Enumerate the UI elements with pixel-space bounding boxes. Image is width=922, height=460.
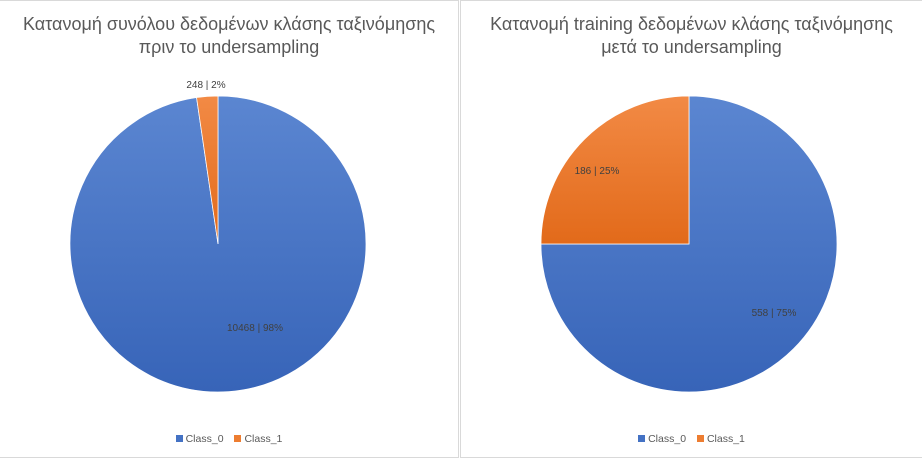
legend-swatch-class-1: [234, 435, 242, 442]
legend-label: Class_1: [244, 433, 283, 445]
chart-title: Κατανομή training δεδομένων κλάσης ταξιν…: [461, 13, 922, 59]
legend-item-class-1: Class_1: [234, 433, 282, 445]
legend-swatch-class-0: [175, 435, 183, 442]
chart-legend: Class_0 Class_1: [0, 433, 458, 445]
legend-item-class-0: Class_0: [638, 433, 686, 445]
chart-title-line-1: Κατανομή συνόλου δεδομένων κλάσης ταξινό…: [22, 14, 435, 34]
legend-label: Class_1: [706, 433, 745, 445]
legend-item-class-0: Class_0: [175, 433, 224, 445]
chart-legend: Class_0 Class_1: [461, 433, 922, 445]
legend-swatch-class-0: [638, 435, 646, 442]
legend-label: Class_0: [185, 433, 224, 445]
chart-panel-after: Κατανομή training δεδομένων κλάσης ταξιν…: [460, 0, 922, 458]
data-label-class-1: 248 | 2%: [186, 80, 225, 91]
pie-slice-class-1: [540, 95, 690, 245]
chart-title: Κατανομή συνόλου δεδομένων κλάσης ταξινό…: [0, 13, 458, 59]
chart-panel-before: Κατανομή συνόλου δεδομένων κλάσης ταξινό…: [0, 0, 459, 458]
pie-chart-after: 558 | 75% 186 | 25%: [540, 95, 838, 393]
chart-title-line-2: μετά το undersampling: [601, 37, 782, 57]
chart-title-line-1: Κατανομή training δεδομένων κλάσης ταξιν…: [490, 14, 893, 34]
chart-title-line-2: πριν το undersampling: [138, 37, 320, 57]
legend-swatch-class-1: [696, 435, 704, 442]
data-label-class-1: 186 | 25%: [575, 166, 620, 177]
data-label-class-0: 558 | 75%: [752, 308, 797, 319]
data-label-class-0: 10468 | 98%: [227, 323, 283, 334]
legend-label: Class_0: [648, 433, 687, 445]
pie-chart-before: 10468 | 98% 248 | 2%: [69, 80, 367, 393]
pie-slice-class-1: [196, 95, 219, 245]
legend-item-class-1: Class_1: [696, 433, 745, 445]
